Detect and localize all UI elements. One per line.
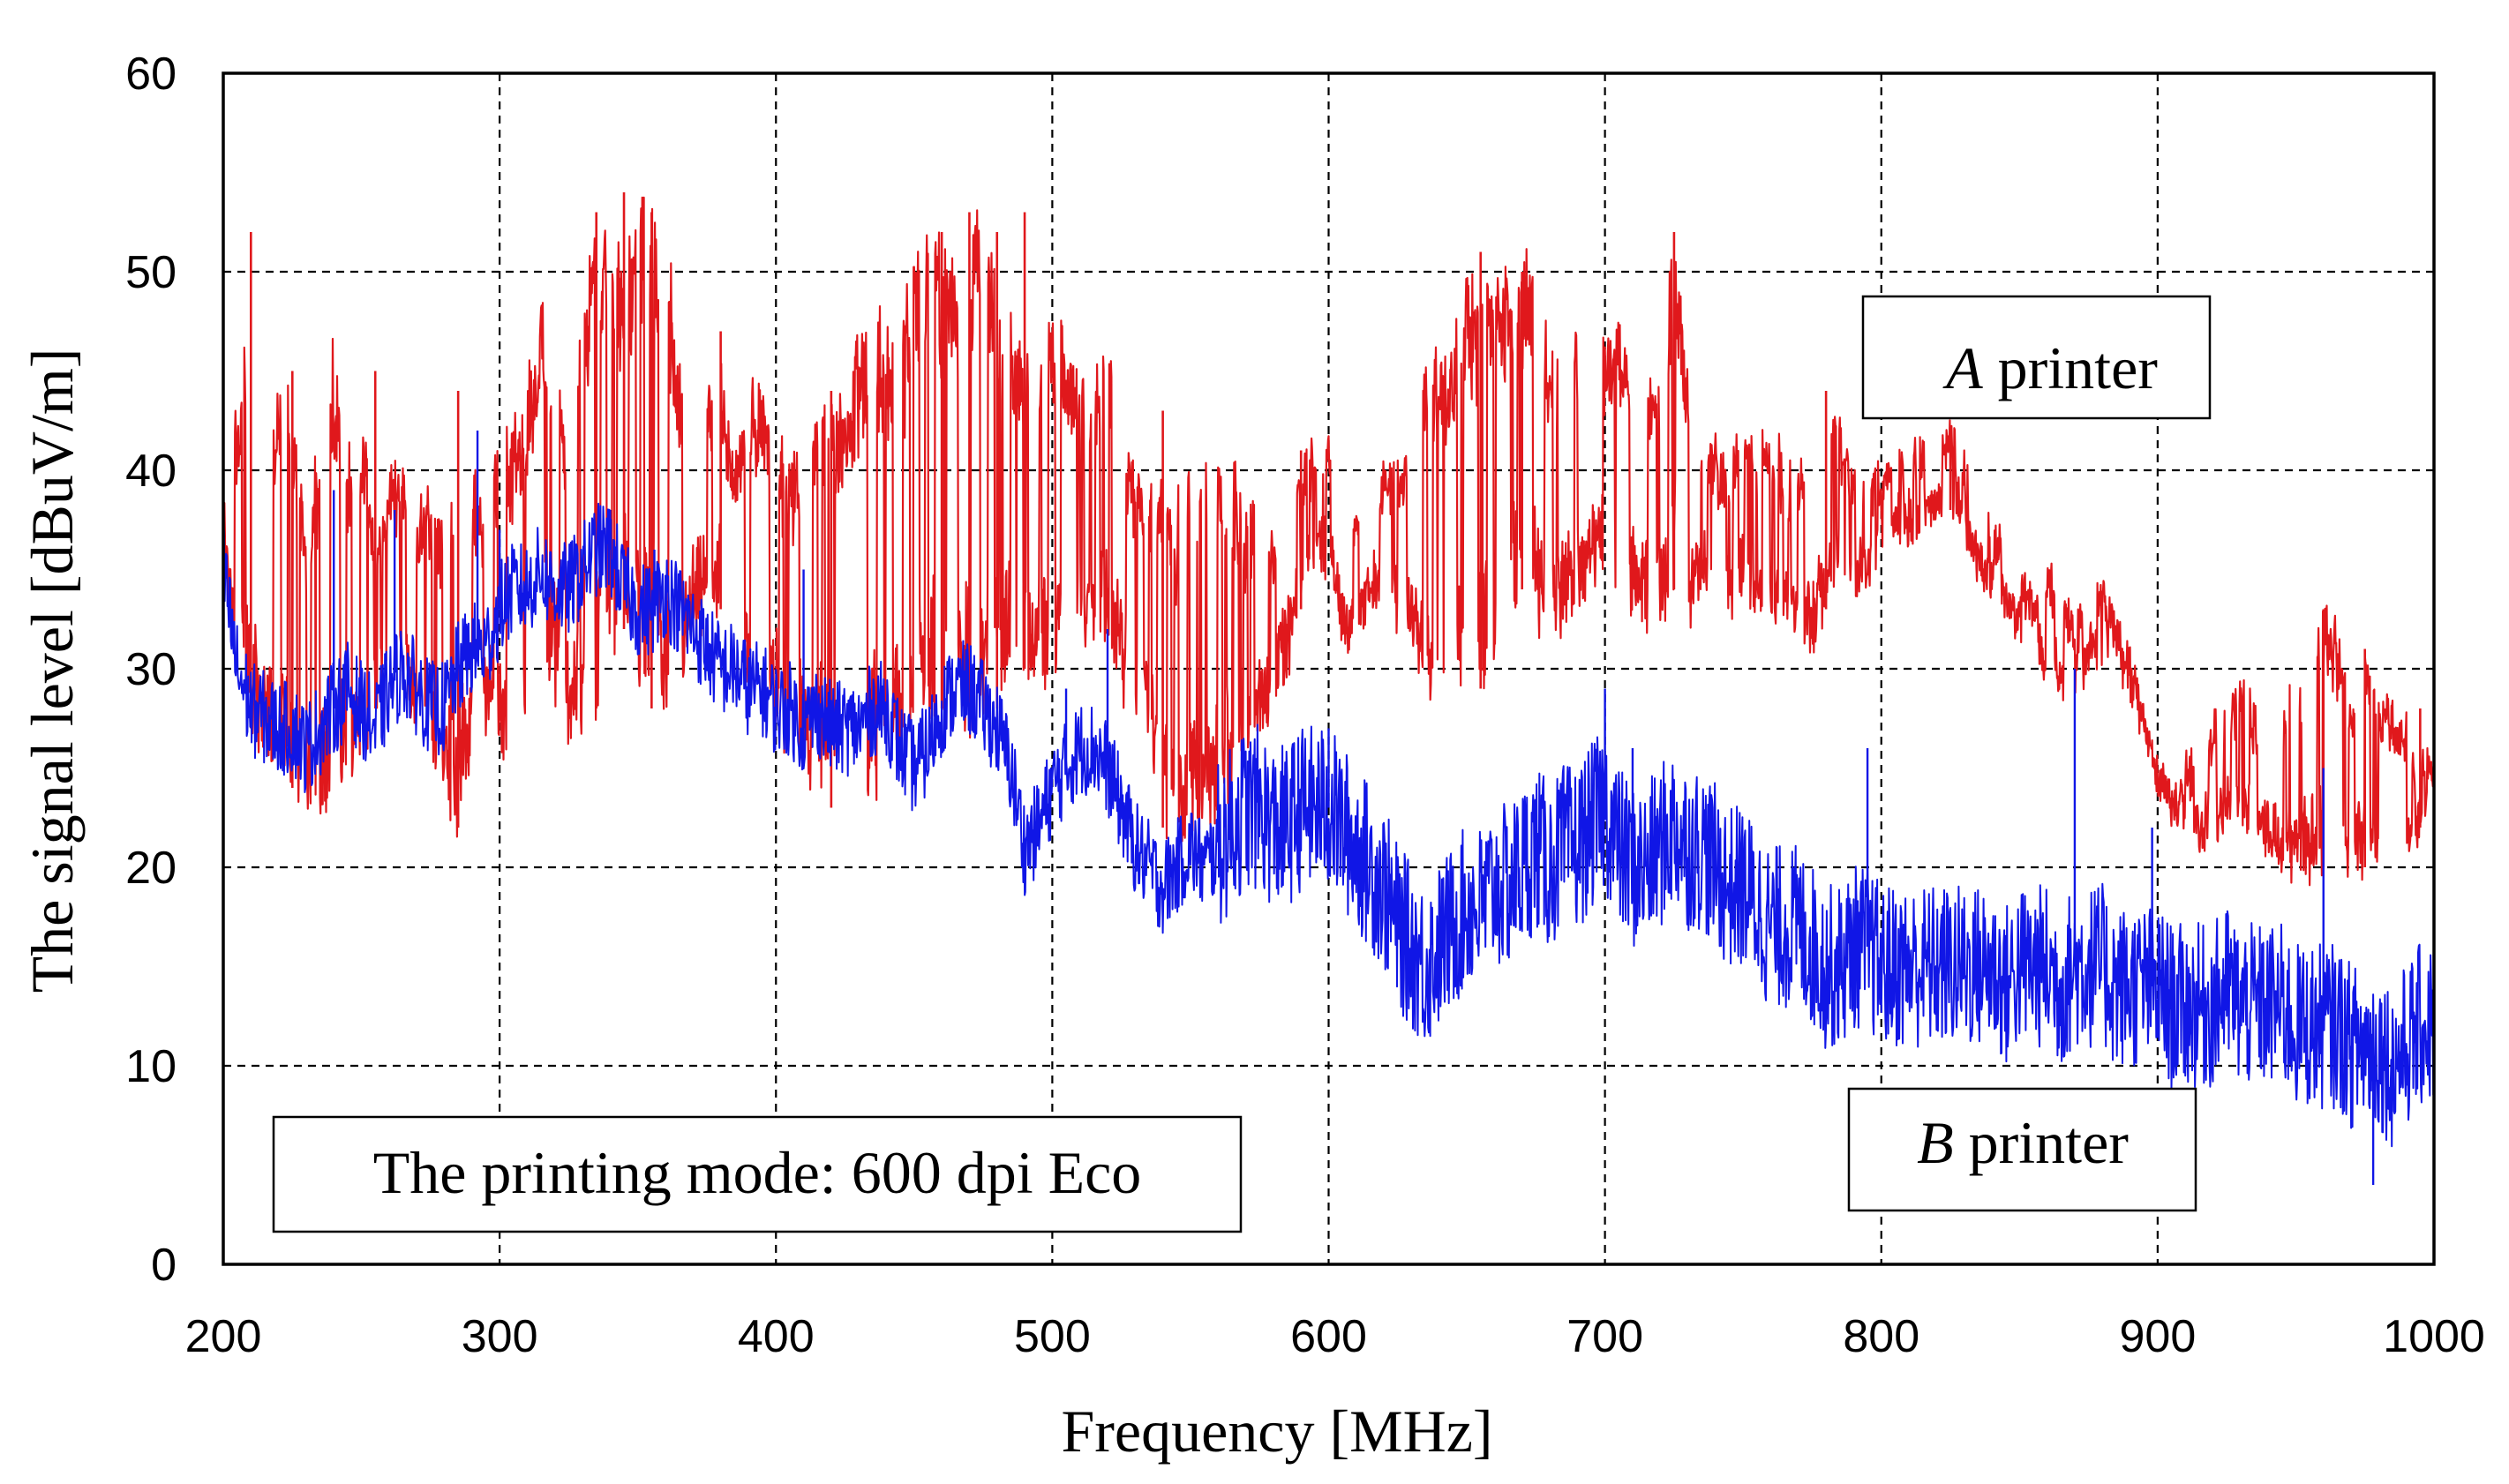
printing-mode-annotation: The printing mode: 600 dpi Eco [373,1139,1142,1206]
series-layer [222,192,2435,1185]
legend-box-a-printer: A printer [1861,295,2212,420]
x-tick-label: 300 [462,1311,538,1362]
x-tick-label: 800 [1843,1311,1919,1362]
y-tick-label: 10 [125,1041,177,1092]
plot-area [222,71,2436,1266]
legend-b-label: B printer [1917,1109,2129,1176]
x-axis-title: Frequency [MHz] [1061,1398,1492,1465]
series-b-printer [222,431,2435,1185]
legend-b-prefix: B [1917,1109,1954,1176]
y-tick-label: 60 [125,49,177,100]
y-tick-labels: 0 10 20 30 40 50 60 [125,49,177,1291]
y-tick-label: 30 [125,644,177,695]
legend-b-text: printer [1954,1109,2130,1176]
x-tick-labels: 200 300 400 500 600 700 800 900 1000 [185,1311,2485,1362]
legend-a-text: printer [1983,334,2159,401]
legend-box-b-printer: B printer [1847,1087,2197,1212]
y-tick-label: 20 [125,843,177,894]
series-b-line [222,502,2435,1148]
x-tick-label: 400 [738,1311,815,1362]
y-tick-label: 40 [125,446,177,497]
x-tick-label: 900 [2119,1311,2196,1362]
legend-box-a-frame [1861,295,2212,420]
x-tick-label: 600 [1290,1311,1367,1362]
series-a-line [222,196,2435,887]
series-a-printer [222,192,2435,887]
annotation-frame [272,1115,1243,1233]
annotation-box: The printing mode: 600 dpi Eco [272,1115,1243,1233]
y-tick-label: 0 [151,1240,177,1291]
x-tick-label: 200 [185,1311,262,1362]
legend-box-b-frame [1847,1087,2197,1212]
x-tick-label: 700 [1566,1311,1643,1362]
x-tick-label: 1000 [2383,1311,2485,1362]
plot-frame [222,71,2436,1266]
x-tick-label: 500 [1014,1311,1091,1362]
y-tick-label: 50 [125,247,177,298]
legend-a-prefix: A [1942,334,1983,401]
legend-a-label: A printer [1942,334,2158,401]
y-axis-title: The signal level [dBuV/m] [19,349,86,993]
